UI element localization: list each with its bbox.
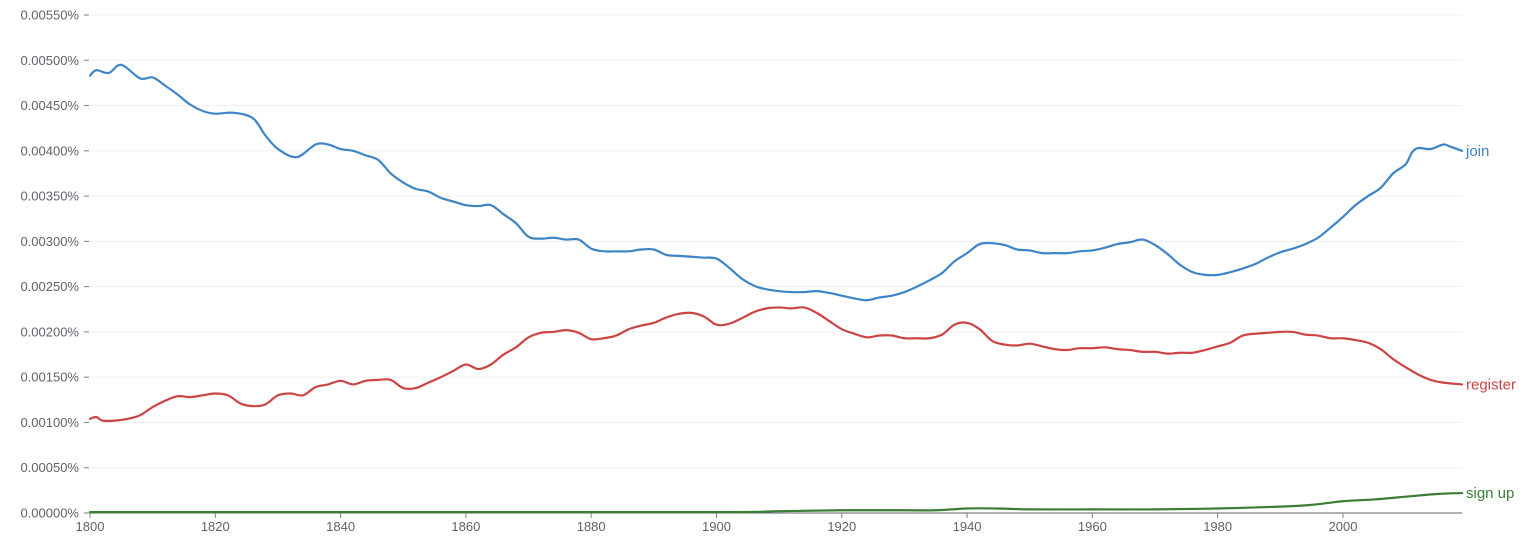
x-tick-label: 1940	[953, 519, 982, 534]
series-lines	[88, 63, 1464, 514]
series-line-join[interactable]	[88, 63, 1464, 302]
y-tick-label: 0.00300%	[20, 234, 79, 249]
y-tick-label: 0.00150%	[20, 370, 79, 385]
x-tick-label: 1980	[1203, 519, 1232, 534]
x-tick-label: 1820	[201, 519, 230, 534]
x-tick-label: 1920	[827, 519, 856, 534]
y-tick-label: 0.00450%	[20, 98, 79, 113]
y-tick-label: 0.00100%	[20, 415, 79, 430]
x-tick-label: 1800	[76, 519, 105, 534]
series-line-sign-up[interactable]	[88, 491, 1464, 514]
series-labels: join register sign up	[1465, 143, 1516, 502]
x-tick-label: 1960	[1078, 519, 1107, 534]
y-tick-label: 0.00550%	[20, 8, 79, 23]
series-line-register[interactable]	[88, 306, 1464, 423]
series-label-register: register	[1466, 376, 1516, 393]
y-tick-label: 0.00400%	[20, 143, 79, 158]
series-label-sign-up: sign up	[1466, 485, 1514, 502]
x-tick-label: 2000	[1329, 519, 1358, 534]
series-label-join: join	[1465, 143, 1489, 160]
grid-lines	[90, 14, 1462, 469]
x-tick-label: 1880	[577, 519, 606, 534]
y-tick-label: 0.00250%	[20, 279, 79, 294]
x-tick-label: 1840	[326, 519, 355, 534]
y-tick-label: 0.00050%	[20, 460, 79, 475]
y-tick-label: 0.00350%	[20, 189, 79, 204]
y-tick-label: 0.00200%	[20, 324, 79, 339]
x-tick-label: 1860	[451, 519, 480, 534]
x-tick-label: 1900	[702, 519, 731, 534]
y-tick-label: 0.00500%	[20, 53, 79, 68]
axes: 0.00000% 0.00050% 0.00100% 0.00150% 0.00200%…	[20, 8, 1462, 534]
y-tick-label: 0.00000%	[20, 506, 79, 521]
